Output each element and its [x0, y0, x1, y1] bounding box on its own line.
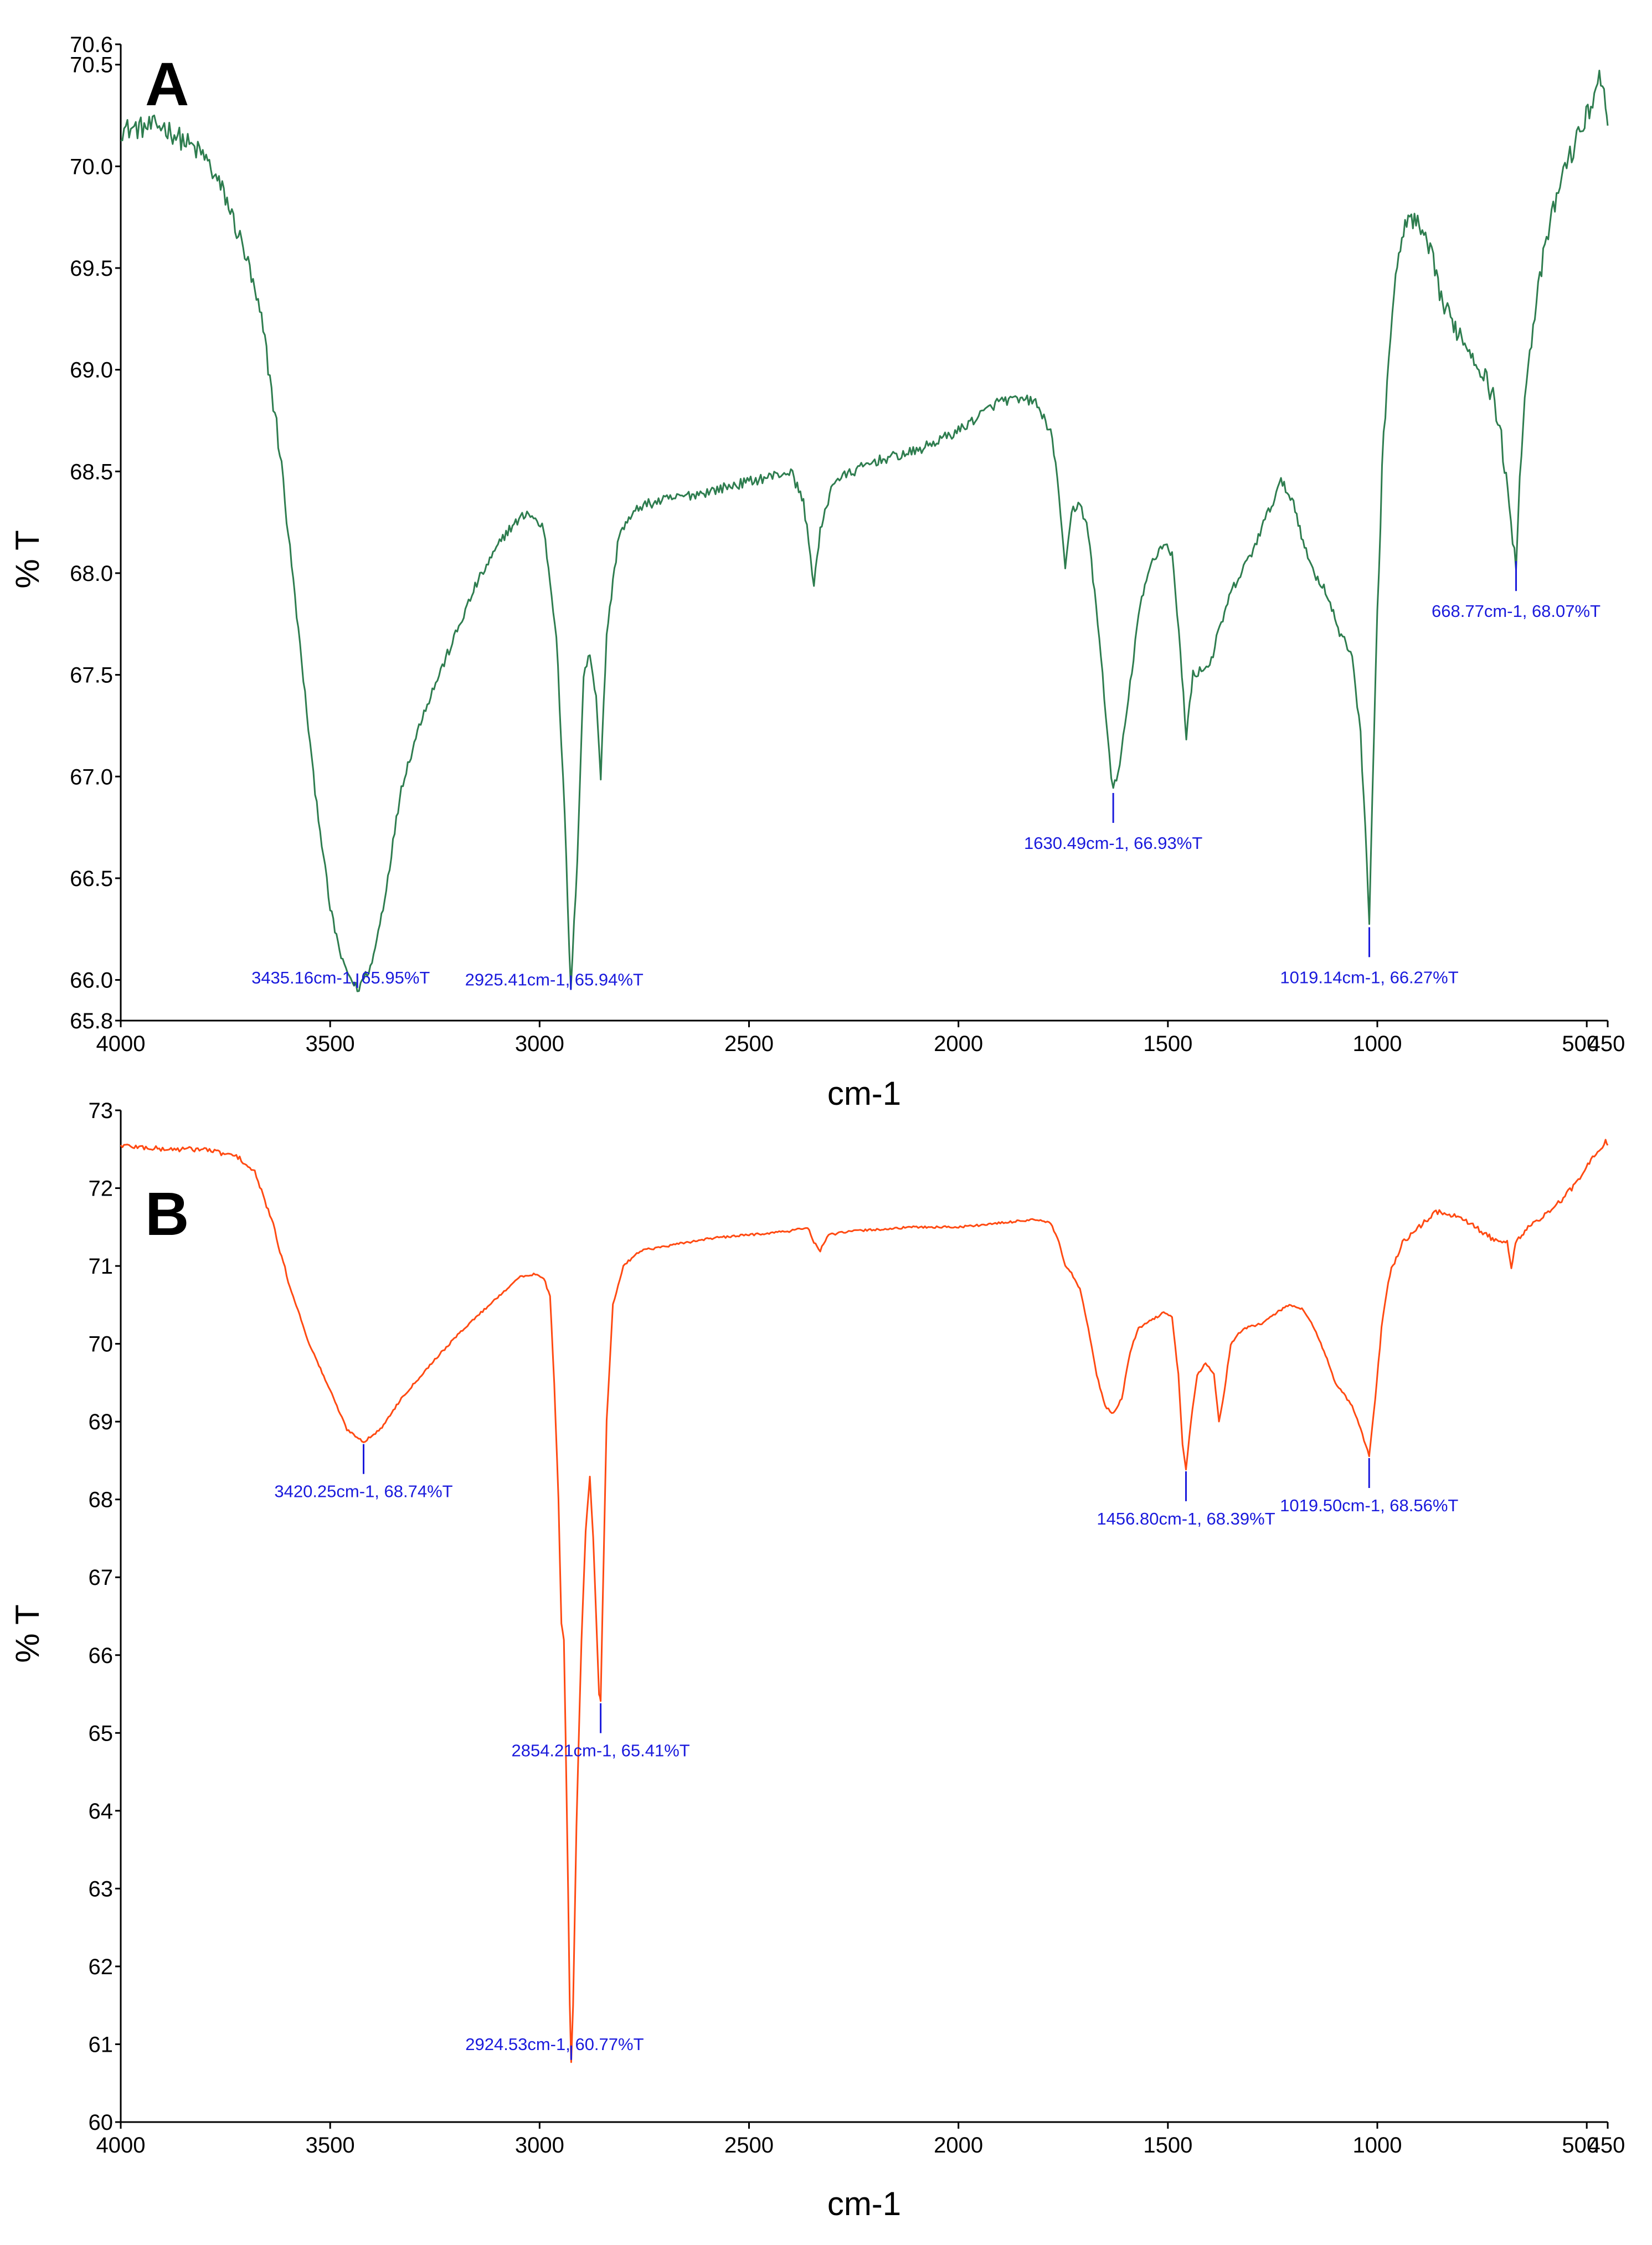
peak-label: 1019.14cm-1, 66.27%T	[1280, 967, 1458, 987]
peak-label: 3435.16cm-1, 65.95%T	[251, 968, 430, 987]
x-end-tick-label: 450	[1588, 2133, 1625, 2158]
x-end-tick-label: 450	[1588, 1032, 1625, 1056]
peak-label: 2924.53cm-1, 60.77%T	[465, 2035, 644, 2054]
peak-label: 1019.50cm-1, 68.56%T	[1280, 1496, 1458, 1515]
spectrum-line	[120, 1139, 1609, 2063]
spectrum-line	[120, 69, 1609, 992]
x-tick-label: 3000	[515, 1032, 564, 1056]
x-tick-label: 2000	[934, 2133, 983, 2158]
x-axis-title: cm-1	[827, 1075, 901, 1112]
peak-label: 2925.41cm-1, 65.94%T	[465, 970, 644, 990]
y-tick-label: 70.6	[70, 33, 113, 57]
x-axis-title: cm-1	[827, 2185, 901, 2222]
y-tick-label: 68.0	[70, 562, 113, 586]
y-tick-label: 66.5	[70, 867, 113, 891]
y-tick-label: 65.8	[70, 1009, 113, 1033]
y-tick-label: 70.5	[70, 53, 113, 78]
panel-letter: B	[145, 1180, 189, 1248]
y-tick-label: 69.5	[70, 256, 113, 281]
y-tick-label: 72	[89, 1177, 114, 1201]
y-tick-label: 70	[89, 1332, 114, 1357]
y-tick-label: 67	[89, 1566, 114, 1590]
peak-label: 668.77cm-1, 68.07%T	[1432, 601, 1600, 621]
panel-letter: A	[145, 50, 189, 119]
x-tick-label: 1500	[1143, 2133, 1192, 2158]
y-axis-title: % T	[9, 530, 46, 589]
x-tick-label: 4000	[96, 2133, 146, 2158]
y-tick-label: 64	[89, 1799, 114, 1824]
y-tick-label: 62	[89, 1955, 114, 1979]
y-tick-label: 61	[89, 2032, 114, 2057]
y-tick-label: 67.0	[70, 765, 113, 789]
y-tick-label: 60	[89, 2110, 114, 2135]
y-tick-label: 63	[89, 1877, 114, 1901]
y-tick-label: 66.0	[70, 969, 113, 993]
panel-a: 65.8 66.0 66.5 67.0 67.5 68.0 68.5 69.0 69.5 70.0…	[9, 33, 1625, 1112]
x-tick-label: 2500	[724, 1032, 774, 1056]
x-tick-label: 500	[1562, 2133, 1599, 2158]
y-tick-label: 73	[89, 1099, 114, 1123]
y-tick-label: 65	[89, 1721, 114, 1745]
x-tick-label: 4000	[96, 1032, 146, 1056]
y-tick-label: 67.5	[70, 663, 113, 688]
peak-label: 2854.21cm-1, 65.41%T	[511, 1741, 689, 1760]
x-tick-label: 3500	[306, 2133, 355, 2158]
x-tick-label: 3000	[515, 2133, 564, 2158]
y-axis-title: % T	[9, 1604, 46, 1663]
x-tick-label: 2000	[934, 1032, 983, 1056]
x-tick-label: 500	[1562, 1032, 1599, 1056]
x-tick-label: 1500	[1143, 1032, 1192, 1056]
y-tick-label: 69.0	[70, 358, 113, 383]
peak-label: 1456.80cm-1, 68.39%T	[1097, 1509, 1275, 1528]
x-tick-label: 2500	[724, 2133, 774, 2158]
x-tick-label: 1000	[1353, 1032, 1402, 1056]
panel-b: 60 61 62 63 64 65 66 67 68 69 70 71 72 73 4000 3500 3000…	[9, 1099, 1625, 2222]
peak-label: 1630.49cm-1, 66.93%T	[1024, 833, 1202, 853]
y-tick-label: 68.5	[70, 460, 113, 484]
y-tick-label: 70.0	[70, 155, 113, 179]
peak-label: 3420.25cm-1, 68.74%T	[274, 1482, 452, 1501]
y-tick-label: 71	[89, 1254, 114, 1279]
y-tick-label: 69	[89, 1410, 114, 1434]
x-tick-label: 1000	[1353, 2133, 1402, 2158]
y-tick-label: 68	[89, 1488, 114, 1512]
x-tick-label: 3500	[306, 1032, 355, 1056]
y-tick-label: 66	[89, 1644, 114, 1668]
